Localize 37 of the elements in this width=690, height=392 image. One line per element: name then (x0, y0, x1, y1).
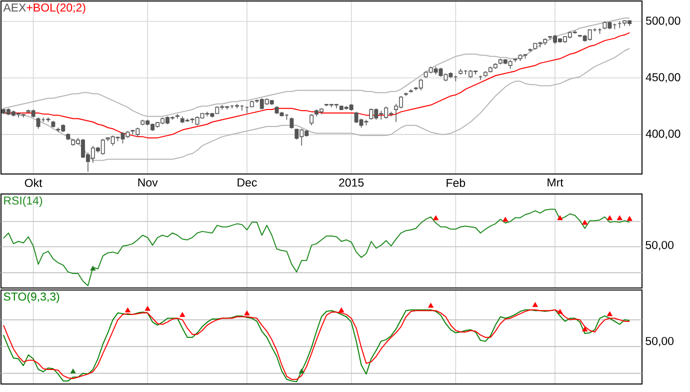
y-tick-label: 500,00 (646, 16, 680, 26)
x-tick-label: Mrt (548, 178, 564, 187)
candlestick (290, 117, 294, 130)
point (90, 266, 96, 271)
x-tick-label: Dec (238, 178, 257, 187)
point (582, 326, 588, 332)
text: 50,00 (646, 337, 674, 347)
point (532, 302, 538, 308)
text: RSI(14) (4, 196, 42, 207)
point (144, 306, 150, 311)
text: AEX (3, 4, 26, 12)
point (70, 368, 76, 374)
text: 50,00 (646, 241, 674, 251)
point (616, 215, 622, 220)
x-tick-label: Feb (446, 178, 466, 188)
point (606, 215, 612, 220)
point (180, 312, 186, 317)
x-tick-label: Okt (24, 178, 42, 188)
point (626, 216, 632, 221)
point (428, 302, 434, 308)
point (298, 368, 304, 374)
y-tick-label: 400,00 (646, 130, 680, 140)
point (244, 310, 250, 316)
point (502, 216, 508, 222)
y-tick-label: 450,00 (646, 73, 680, 83)
point (606, 311, 612, 316)
candlestick (310, 114, 314, 126)
point (557, 309, 563, 314)
text: STO(9,3,3) (4, 292, 60, 303)
point (582, 220, 588, 225)
point (124, 308, 131, 312)
point (432, 215, 439, 220)
text: +BOL(20;2) (26, 3, 86, 14)
x-tick-label: Nov (138, 178, 158, 187)
point (557, 215, 563, 220)
x-tick-label: 2015 (339, 178, 364, 187)
point (338, 308, 344, 312)
